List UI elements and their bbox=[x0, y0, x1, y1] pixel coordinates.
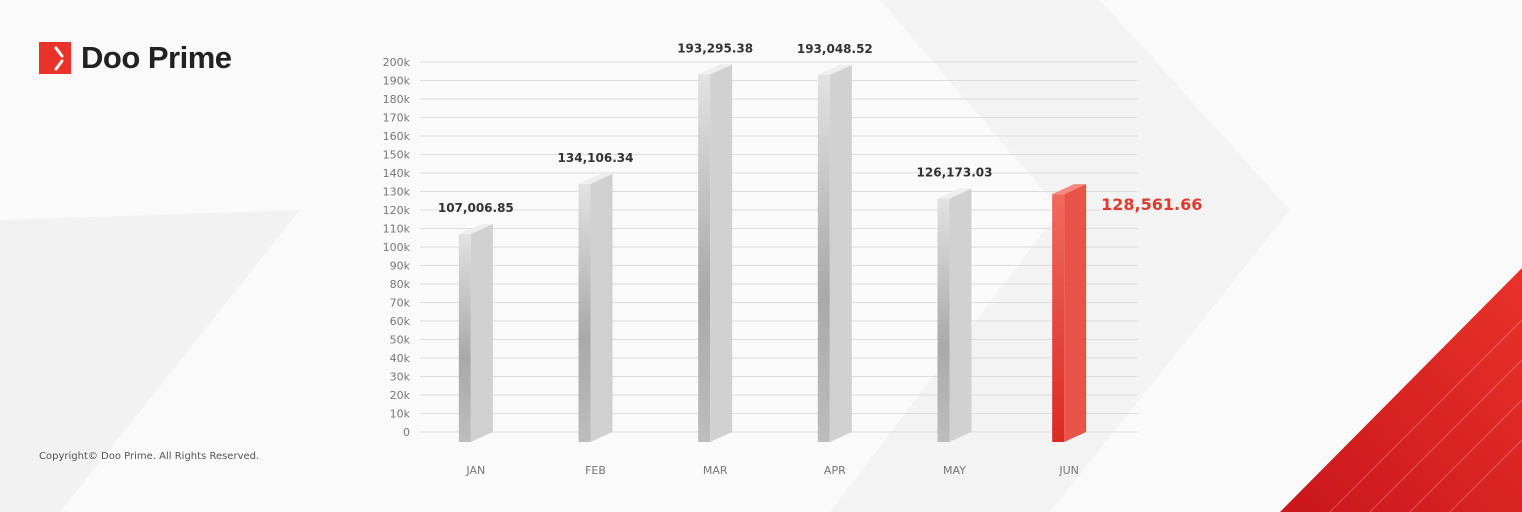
data-label: 107,006.85 bbox=[438, 201, 514, 215]
y-tick-label: 130k bbox=[383, 186, 411, 199]
bar-apr bbox=[817, 64, 852, 443]
data-label: 193,048.52 bbox=[797, 42, 873, 56]
y-tick-label: 110k bbox=[383, 223, 411, 236]
x-tick-label: JUN bbox=[1058, 464, 1079, 477]
brand-name: Doo Prime bbox=[81, 40, 232, 75]
bar-front-face bbox=[937, 198, 950, 442]
data-label: 134,106.34 bbox=[558, 151, 634, 165]
y-tick-label: 160k bbox=[383, 130, 411, 143]
y-tick-label: 40k bbox=[390, 352, 411, 365]
red-corner-decoration bbox=[1280, 268, 1522, 512]
y-tick-label: 90k bbox=[390, 260, 411, 273]
x-tick-label: MAY bbox=[943, 464, 966, 477]
y-tick-label: 170k bbox=[383, 112, 411, 125]
bar-front-face bbox=[817, 74, 830, 443]
bar-front-face bbox=[458, 234, 471, 442]
data-label: 193,295.38 bbox=[677, 41, 753, 55]
bar-top-face bbox=[698, 64, 733, 75]
bar-side-face bbox=[470, 224, 493, 442]
bar-side-face bbox=[590, 173, 613, 443]
x-tick-label: FEB bbox=[585, 464, 606, 477]
y-tick-label: 100k bbox=[383, 241, 411, 254]
bar-feb bbox=[578, 173, 613, 443]
y-tick-label: 50k bbox=[390, 334, 411, 347]
x-tick-label: APR bbox=[824, 464, 846, 477]
bar-side-face bbox=[710, 64, 733, 442]
y-tick-label: 0 bbox=[403, 426, 410, 439]
data-label: 128,561.66 bbox=[1101, 195, 1202, 214]
bar-top-face bbox=[1052, 184, 1087, 195]
bar-may bbox=[937, 188, 972, 442]
logo-mark-icon bbox=[39, 42, 71, 74]
bar-front-face bbox=[698, 74, 711, 442]
y-tick-label: 60k bbox=[390, 315, 411, 328]
y-tick-label: 80k bbox=[390, 278, 411, 291]
doo-prime-logo: Doo Prime bbox=[39, 40, 232, 76]
data-label: 126,173.03 bbox=[917, 166, 993, 180]
bar-mar bbox=[698, 64, 733, 442]
bar-jun bbox=[1052, 184, 1087, 442]
copyright-text: Copyright© Doo Prime. All Rights Reserve… bbox=[39, 451, 260, 462]
bar-side-face bbox=[949, 188, 972, 442]
bar-jan bbox=[458, 224, 493, 442]
y-tick-label: 190k bbox=[383, 75, 411, 88]
y-tick-label: 70k bbox=[390, 297, 411, 310]
y-tick-label: 150k bbox=[383, 149, 411, 162]
y-tick-label: 180k bbox=[383, 93, 411, 106]
y-tick-label: 10k bbox=[390, 408, 411, 421]
bar-top-face bbox=[578, 173, 613, 184]
y-tick-label: 20k bbox=[390, 389, 411, 402]
bar-side-face bbox=[1064, 184, 1087, 442]
y-tick-label: 120k bbox=[383, 204, 411, 217]
x-tick-label: MAR bbox=[703, 464, 728, 477]
bar-side-face bbox=[829, 64, 852, 443]
y-tick-label: 200k bbox=[383, 56, 411, 69]
y-tick-label: 140k bbox=[383, 167, 411, 180]
bar-front-face bbox=[1052, 194, 1065, 442]
bar-top-face bbox=[937, 188, 972, 199]
y-tick-label: 30k bbox=[390, 371, 411, 384]
x-tick-label: JAN bbox=[465, 464, 485, 477]
bar-top-face bbox=[817, 64, 852, 75]
bar-top-face bbox=[458, 224, 493, 235]
bar-front-face bbox=[578, 183, 591, 443]
